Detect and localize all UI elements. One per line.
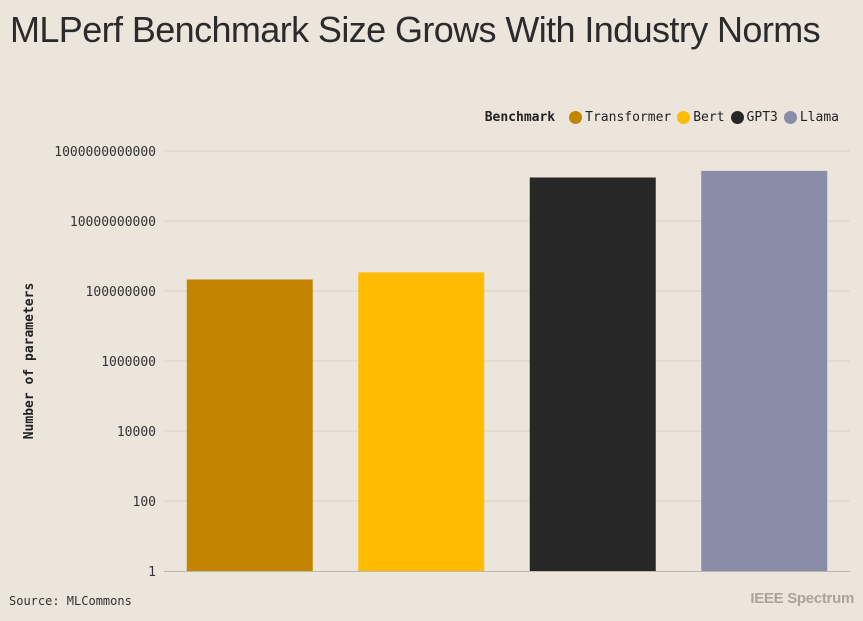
legend-label-gpt3: GPT3	[746, 110, 778, 125]
bar-llama	[701, 170, 828, 571]
y-axis-label: Number of parameters	[22, 283, 37, 440]
bar-transformer	[186, 279, 313, 571]
legend-item-gpt3: GPT3	[730, 110, 778, 125]
bar-gpt3	[529, 177, 656, 572]
legend-swatch-gpt3	[730, 111, 744, 124]
chart-title: MLPerf Benchmark Size Grows With Industr…	[10, 9, 821, 50]
legend-label-llama: Llama	[799, 110, 839, 125]
legend-item-transformer: Transformer	[569, 110, 671, 125]
y-tick-label: 1000000	[101, 355, 156, 370]
legend-title: Benchmark	[484, 110, 556, 125]
brand-logo: IEEE Spectrum	[750, 590, 854, 607]
y-tick-label: 10000000000	[70, 215, 156, 230]
legend-swatch-bert	[677, 111, 691, 124]
y-tick-label: 10000	[117, 425, 156, 440]
legend-item-bert: Bert	[677, 110, 725, 125]
y-tick-label: 1000000000000	[54, 145, 156, 160]
y-tick-label: 100	[133, 495, 156, 510]
legend-label-transformer: Transformer	[585, 110, 672, 125]
legend-label-bert: Bert	[693, 110, 725, 125]
legend-swatch-transformer	[569, 111, 583, 124]
legend-item-llama: Llama	[783, 110, 839, 125]
source-note: Source: MLCommons	[9, 594, 132, 608]
chart-legend: Benchmark Transformer Bert GPT3 Llama	[485, 110, 839, 125]
legend-swatch-llama	[783, 111, 797, 124]
y-tick-label: 1	[148, 565, 156, 580]
y-tick-label: 100000000	[86, 285, 156, 300]
bar-bert	[358, 272, 485, 571]
